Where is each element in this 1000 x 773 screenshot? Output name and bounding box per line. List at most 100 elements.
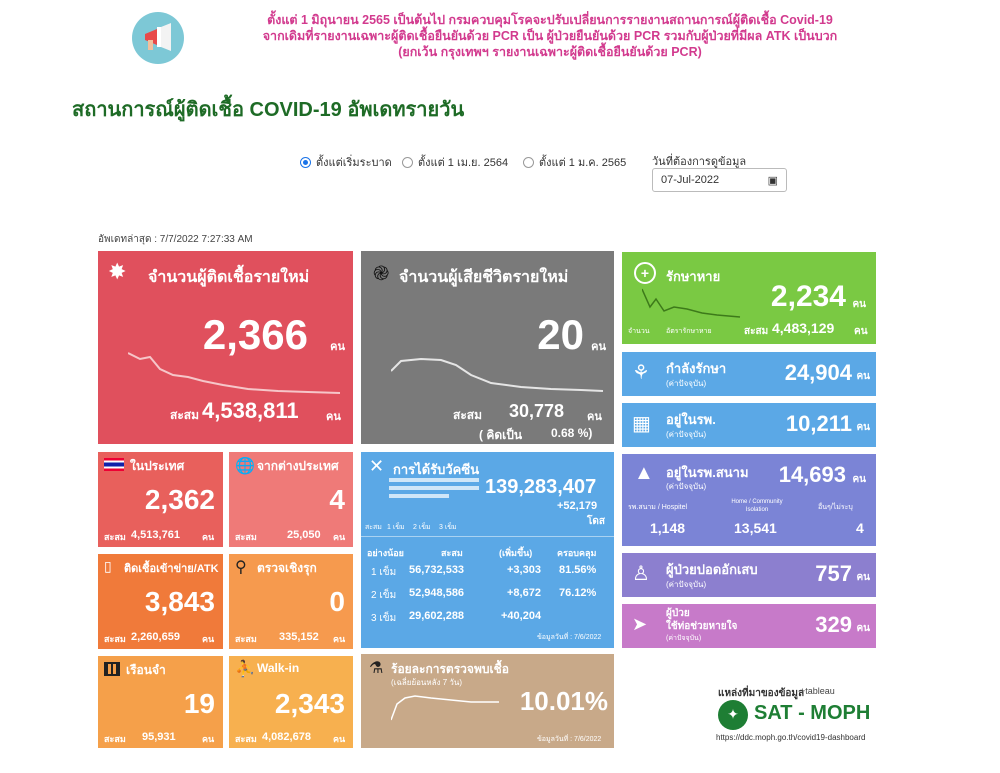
ventilator-title-2: ใช้ท่อช่วยหายใจ: [666, 621, 738, 632]
deaths-card: ֎ จำนวนผู้เสียชีวิตรายใหม่ 20 คน สะสม 30…: [361, 251, 614, 444]
domestic-total: 4,513,761: [131, 529, 180, 541]
moph-logo: ✦: [718, 700, 748, 730]
tableau-logo: +tableau: [800, 686, 835, 696]
plus-icon: +: [634, 262, 656, 284]
recovered-title: รักษาหาย: [666, 269, 721, 284]
new-cases-total: 4,538,811: [202, 398, 299, 423]
hospital-value: 10,211: [785, 411, 852, 436]
tent-icon: ▲: [634, 462, 654, 484]
ventilator-icon: ➤: [632, 614, 648, 634]
globe-icon: 🌐: [235, 458, 255, 475]
active-title: ตรวจเชิงรุก: [257, 561, 317, 575]
virus-icon: ✸: [108, 259, 127, 284]
deaths-value: 20: [537, 311, 584, 358]
prison-value: 19: [183, 688, 215, 719]
atk-card: ▯ ติดเชื้อเข้าข่าย/ATK 3,843 สะสม 2,260,…: [98, 554, 223, 649]
page-title: สถานการณ์ผู้ติดเชื้อ COVID-19 อัพเดทรายว…: [72, 99, 465, 121]
syringe-icon: ✕: [369, 456, 385, 476]
radio-since-jan-2565[interactable]: ตั้งแต่ 1 ม.ค. 2565: [523, 153, 626, 171]
treating-card: ⚘ กำลังรักษา (ค่าปัจจุบัน) 24,904 คน: [622, 352, 876, 396]
deaths-pct: 0.68 %): [551, 426, 593, 440]
radio-dot-selected: [300, 156, 311, 168]
new-cases-title: จำนวนผู้ติดเชื้อรายใหม่: [148, 269, 310, 286]
thai-flag-icon: [104, 458, 124, 471]
radio-dot: [402, 156, 413, 168]
field-v2: 13,541: [734, 520, 777, 536]
positivity-note: ข้อมูลวันที่ : 7/6/2022: [537, 736, 602, 743]
notice-line-3: (ยกเว้น กรุงเทพฯ รายงานเฉพาะผู้ติดเชื้อย…: [398, 45, 702, 59]
prison-total: 95,931: [142, 731, 176, 743]
walkin-value: 2,343: [274, 688, 345, 719]
abroad-card: 🌐 จากต่างประเทศ 4 สะสม 25,050 คน: [229, 452, 353, 547]
treating-title: กำลังรักษา: [666, 361, 727, 376]
prison-card: เรือนจำ 19 สะสม 95,931 คน: [98, 656, 223, 748]
abroad-total: 25,050: [287, 529, 321, 541]
deaths-total: 30,778: [509, 401, 565, 421]
black-ribbon-icon: ֎: [373, 263, 390, 285]
pneumonia-title: ผู้ป่วยปอดอักเสบ: [666, 562, 758, 577]
positivity-card: ⚗ ร้อยละการตรวจพบเชื้อ (เฉลี่ยย้อนหลัง 7…: [361, 654, 614, 748]
magnifier-icon: ⚲: [235, 559, 247, 576]
atk-title: ติดเชื้อเข้าข่าย/ATK: [124, 563, 219, 575]
prison-title: เรือนจำ: [126, 663, 166, 677]
radio-since-apr-2564[interactable]: ตั้งแต่ 1 เม.ย. 2564: [402, 153, 508, 171]
recovered-value: 2,234: [770, 280, 846, 313]
radio-since-outbreak[interactable]: ตั้งแต่เริ่มระบาด: [300, 153, 392, 171]
active-value: 0: [329, 586, 345, 617]
pneumonia-card: ♙ ผู้ป่วยปอดอักเสบ (ค่าปัจจุบัน) 757 คน: [622, 553, 876, 597]
vaccine-bar-1: [389, 478, 479, 482]
field-v3: 4: [856, 520, 864, 536]
vaccine-note: ข้อมูลวันที่ : 7/6/2022: [537, 634, 602, 641]
hospital-title: อยู่ในรพ.: [666, 412, 716, 427]
microscope-icon: ⚗: [369, 660, 384, 677]
patient-icon: ♙: [632, 563, 650, 585]
walkin-card: ⛹ Walk-in 2,343 สะสม 4,082,678 คน: [229, 656, 353, 748]
calendar-icon[interactable]: ▣: [767, 174, 778, 187]
deaths-pct-label: ( คิดเป็น: [479, 428, 523, 442]
positivity-title: ร้อยละการตรวจพบเชื้อ: [391, 662, 509, 676]
field-value: 14,693: [778, 462, 846, 487]
positivity-value: 10.01%: [519, 686, 608, 716]
new-cases-value: 2,366: [202, 311, 308, 358]
abroad-title: จากต่างประเทศ: [257, 459, 339, 473]
atk-total: 2,260,659: [131, 631, 180, 643]
treating-value: 24,904: [784, 360, 852, 385]
test-kit-icon: ▯: [104, 558, 112, 574]
hospital-card: ▦ อยู่ในรพ. (ค่าปัจจุบัน) 10,211 คน: [622, 403, 876, 447]
notice-line-2: จากเดิมที่รายงานเฉพาะผู้ติดเชื้อยืนยันด้…: [262, 29, 838, 43]
vaccine-bar-2: [389, 486, 479, 490]
walking-person-icon: ⛹: [235, 661, 255, 678]
field-hospital-card: ▲ อยู่ในรพ.สนาม (ค่าปัจจุบัน) 14,693 คน …: [622, 454, 876, 546]
domestic-card: ในประเทศ 2,362 สะสม 4,513,761 คน: [98, 452, 223, 547]
bed-icon: ⚘: [632, 362, 650, 384]
recovered-total: 4,483,129: [772, 320, 835, 336]
domestic-title: ในประเทศ: [130, 459, 185, 473]
date-input[interactable]: 07-Jul-2022 ▣: [652, 168, 787, 192]
notice-line-1: ตั้งแต่ 1 มิถุนายน 2565 เป็นต้นไป กรมควบ…: [267, 13, 833, 27]
source-url[interactable]: https://ddc.moph.go.th/covid19-dashboard: [716, 733, 866, 742]
divider: [361, 536, 614, 537]
vaccine-bar-3: [389, 494, 449, 498]
active-search-card: ⚲ ตรวจเชิงรุก 0 สะสม 335,152 คน: [229, 554, 353, 649]
abroad-value: 4: [329, 484, 345, 515]
prison-icon: [104, 662, 120, 676]
recovered-card: + รักษาหาย 2,234 คน จำนวน อัตรารักษาหาย …: [622, 252, 876, 344]
ventilator-title-1: ผู้ป่วย: [666, 608, 690, 619]
vaccine-total: 139,283,407: [485, 476, 597, 498]
ventilator-card: ➤ ผู้ป่วย ใช้ท่อช่วยหายใจ (ค่าปัจจุบัน) …: [622, 604, 876, 648]
deaths-trend: [391, 357, 604, 392]
recovered-legend-count: จำนวน: [628, 328, 650, 335]
last-updated: อัพเดทล่าสุด : 7/7/2022 7:27:33 AM: [98, 234, 253, 245]
positivity-trend: [391, 695, 499, 721]
deaths-title: จำนวนผู้เสียชีวิตรายใหม่: [399, 269, 569, 286]
megaphone-icon: [132, 12, 184, 64]
walkin-total: 4,082,678: [262, 731, 311, 743]
pneumonia-value: 757: [815, 561, 852, 586]
walkin-title: Walk-in: [257, 661, 300, 675]
ventilator-value: 329: [815, 612, 852, 637]
vaccine-card: ✕ การได้รับวัคซีน 139,283,407 +52,179 โด…: [361, 452, 614, 648]
vaccine-added: +52,179: [557, 500, 598, 512]
active-total: 335,152: [279, 631, 319, 643]
domestic-value: 2,362: [144, 484, 215, 515]
field-v1: 1,148: [650, 520, 686, 536]
